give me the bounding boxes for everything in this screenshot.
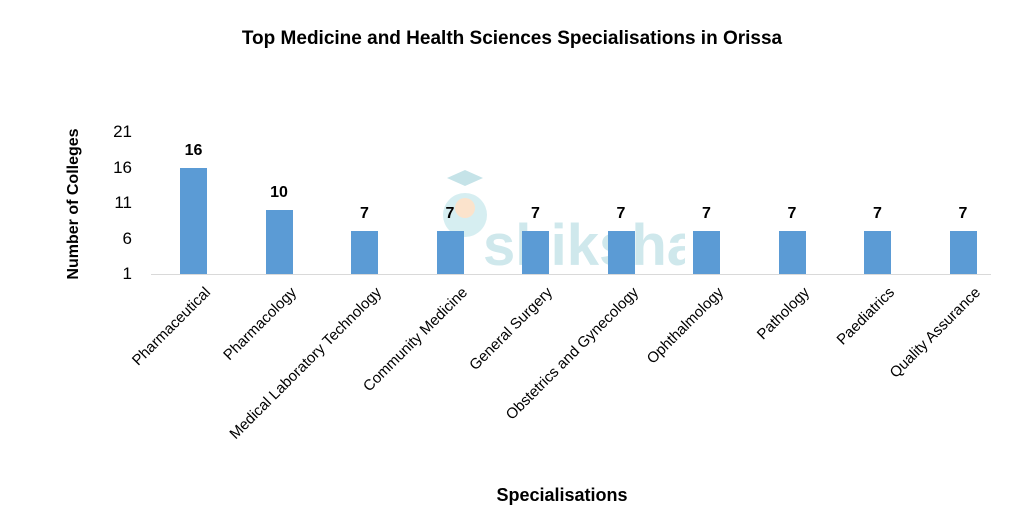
y-tick-label: 16: [113, 157, 132, 177]
bar: [522, 231, 549, 274]
bar: [778, 231, 806, 274]
x-tick-label: General Surgery: [466, 284, 557, 374]
data-label: 7: [616, 205, 626, 223]
bar: [265, 210, 293, 274]
data-label: 7: [873, 205, 882, 223]
y-axis-label: Number of Colleges: [65, 128, 82, 280]
x-tick-label: Paediatrics: [833, 284, 899, 349]
chart-title: Top Medicine and Health Sciences Special…: [241, 28, 783, 49]
x-tick-label: Pathology: [753, 284, 813, 344]
bar: [436, 231, 464, 274]
x-tick-label: Pharmaceutical: [128, 284, 215, 370]
data-label: 7: [702, 205, 711, 223]
bar: [949, 231, 977, 274]
bar: [693, 231, 720, 274]
x-tick-label: Medical Laboratory Technology: [226, 284, 386, 443]
bar: [607, 231, 635, 274]
data-label: 7: [531, 205, 540, 223]
data-label: 10: [270, 184, 288, 202]
data-label: 16: [184, 141, 203, 159]
x-axis-label: Specialisations: [496, 485, 628, 505]
bar: [864, 231, 891, 274]
x-tick-label: Quality Assurance: [886, 284, 984, 382]
x-tick-label: Pharmacology: [219, 284, 300, 364]
y-tick-label: 6: [122, 228, 132, 248]
data-label: 7: [445, 205, 455, 223]
data-label: 7: [958, 205, 968, 223]
data-label: 7: [787, 205, 797, 223]
x-axis-line: [151, 274, 991, 275]
y-tick-label: 1: [122, 264, 132, 283]
bar: [180, 167, 207, 274]
bar: [351, 231, 378, 274]
y-tick-label: 21: [113, 122, 132, 141]
x-tick-label: Ophthalmology: [643, 284, 728, 368]
data-label: 7: [360, 205, 369, 223]
y-tick-label: 11: [114, 193, 132, 212]
